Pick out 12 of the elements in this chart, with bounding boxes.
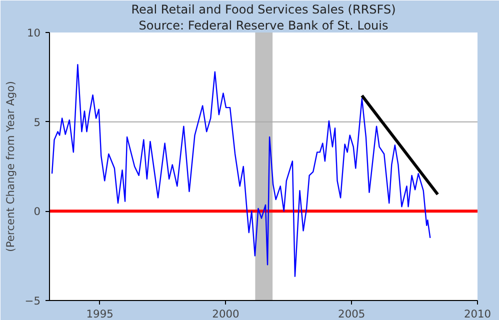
y-tick-label: −5 — [24, 294, 41, 308]
x-tick-label: 2000 — [212, 308, 240, 320]
x-tick-label: 2005 — [338, 308, 366, 320]
chart-title: Real Retail and Food Services Sales (RRSFS) — [131, 2, 396, 16]
y-tick-label: 5 — [34, 116, 40, 129]
x-tick-label: 2010 — [464, 308, 492, 320]
y-axis-title: (Percent Change from Year Ago) — [4, 81, 17, 252]
chart-subtitle: Source: Federal Reserve Bank of St. Louis — [138, 18, 388, 32]
y-tick-label: 0 — [34, 205, 41, 218]
y-tick-label: 10 — [26, 26, 41, 40]
line-series — [51, 64, 431, 277]
x-tick-label: 1995 — [86, 308, 114, 320]
